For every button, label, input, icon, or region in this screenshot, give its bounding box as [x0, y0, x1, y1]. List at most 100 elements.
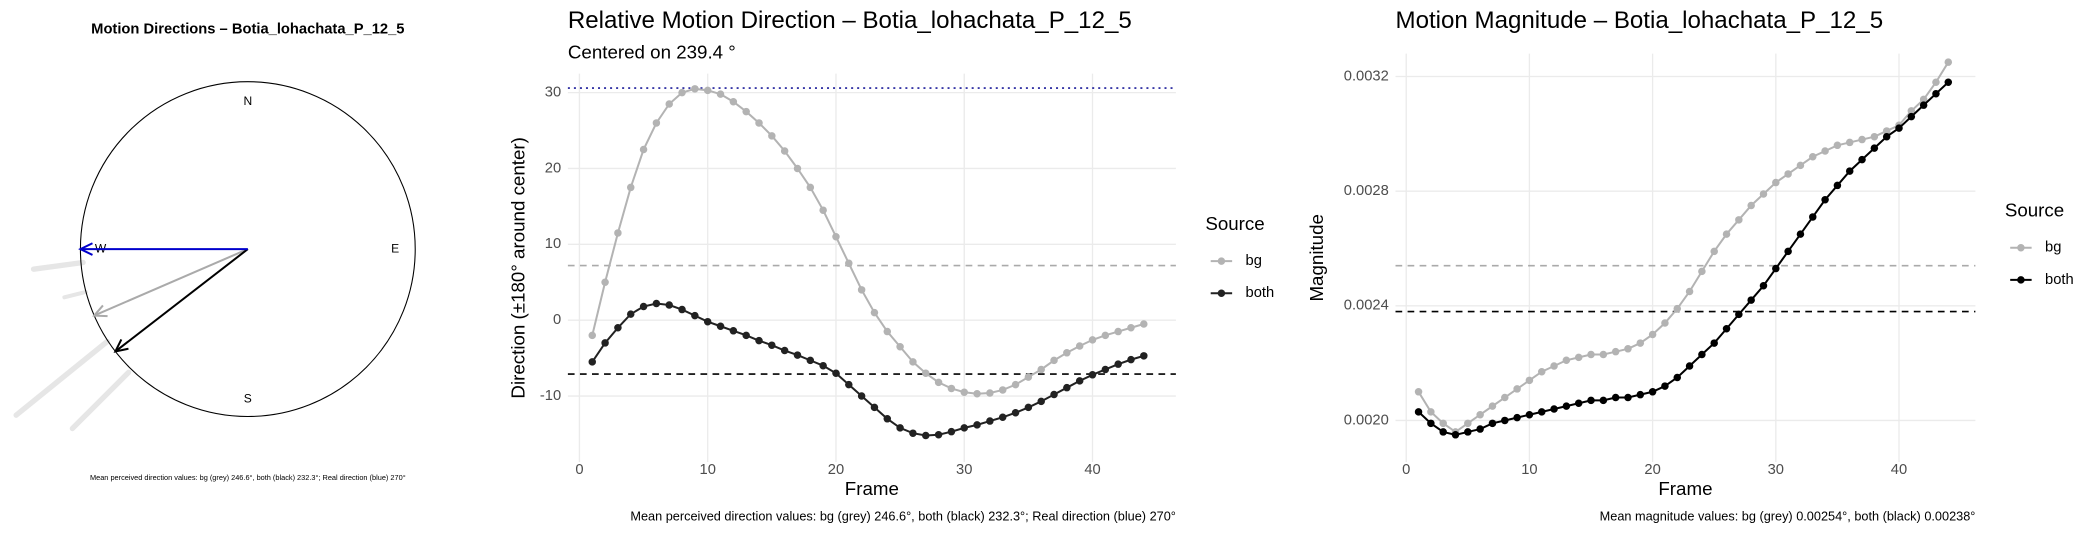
legend-swatch: [1217, 289, 1226, 298]
data-point: [1710, 247, 1718, 256]
data-point: [896, 424, 904, 432]
x-tick-label: 30: [956, 462, 972, 478]
streak: [69, 369, 132, 432]
data-point: [601, 339, 609, 347]
data-point: [1784, 170, 1792, 178]
data-point: [845, 259, 853, 268]
data-point: [639, 302, 648, 311]
data-point: [691, 85, 699, 93]
data-point: [1882, 132, 1891, 141]
data-point: [755, 119, 763, 127]
data-point: [819, 361, 827, 370]
data-point: [934, 378, 943, 387]
data-point: [1722, 230, 1731, 238]
data-point: [614, 324, 622, 332]
y-axis-label: Direction (±180° around center): [508, 137, 529, 398]
data-point: [665, 100, 673, 108]
data-point: [973, 421, 981, 429]
data-point: [1050, 356, 1058, 365]
direction-label: E: [391, 241, 399, 255]
arrow-shaft: [93, 248, 249, 317]
data-point: [1907, 107, 1916, 115]
data-point: [652, 299, 661, 308]
y-tick-label: 10: [545, 236, 561, 252]
data-point: [1759, 281, 1768, 290]
data-point: [1747, 201, 1755, 210]
data-point: [626, 310, 635, 318]
data-point: [1011, 380, 1020, 389]
data-point: [1648, 330, 1657, 339]
data-point: [1624, 393, 1632, 402]
x-tick-label: 10: [1521, 462, 1537, 478]
data-point: [1427, 408, 1435, 416]
x-tick-label: 0: [1402, 462, 1410, 478]
streaks: [13, 259, 132, 432]
data-point: [909, 358, 917, 366]
data-point: [1858, 155, 1866, 164]
legend-label: bg: [1246, 253, 1262, 269]
data-point: [1661, 382, 1669, 390]
data-point: [614, 229, 622, 237]
chart-title: Motion Magnitude – Botia_lohachata_P_12_…: [1396, 7, 1884, 34]
y-tick-label: 20: [545, 160, 561, 176]
data-point: [1661, 319, 1669, 327]
data-point: [947, 384, 956, 393]
streak: [13, 338, 110, 418]
data-point: [1796, 230, 1805, 238]
data-point: [1882, 127, 1891, 135]
data-point: [1636, 390, 1645, 399]
data-point: [1513, 385, 1521, 393]
data-point: [1550, 362, 1558, 370]
data-point: [832, 369, 840, 378]
arrow-head: [113, 339, 129, 353]
data-point: [1685, 362, 1694, 370]
data-point: [973, 390, 981, 398]
data-point: [1833, 141, 1842, 150]
data-point: [1784, 247, 1792, 256]
legend-swatch: [2017, 244, 2025, 252]
data-point: [1698, 267, 1706, 276]
data-point: [857, 392, 866, 400]
direction-label: S: [244, 391, 252, 405]
data-point: [742, 331, 750, 340]
direction-arrow: [92, 248, 249, 318]
data-point: [1895, 124, 1903, 132]
arrow-head: [92, 304, 108, 318]
data-point: [1439, 428, 1447, 436]
data-point: [665, 301, 673, 309]
data-point: [1140, 352, 1148, 360]
data-point: [1488, 419, 1497, 428]
data-point: [755, 336, 763, 345]
y-tick-label: 0.0032: [1344, 68, 1389, 84]
data-point: [1101, 331, 1110, 340]
data-point: [793, 351, 802, 359]
data-point: [1611, 347, 1620, 356]
data-point: [1587, 350, 1595, 359]
data-point: [1747, 296, 1755, 304]
data-point: [934, 430, 943, 439]
data-point: [870, 403, 879, 412]
data-point: [1698, 350, 1706, 359]
x-tick-label: 40: [1891, 462, 1907, 478]
streak: [30, 259, 86, 272]
data-point: [806, 183, 815, 192]
data-point: [780, 147, 789, 155]
data-point: [832, 232, 840, 241]
data-point: [716, 90, 725, 98]
legend-label: bg: [2045, 240, 2061, 256]
x-axis-label: Frame: [845, 478, 899, 499]
data-point: [819, 206, 827, 214]
chart-subtitle: Centered on 239.4 °: [568, 42, 736, 63]
data-point: [1574, 353, 1583, 362]
data-point: [845, 380, 853, 389]
data-point: [588, 358, 597, 366]
data-point: [1501, 416, 1509, 425]
data-point: [768, 132, 776, 140]
data-point: [1932, 89, 1940, 98]
series-line: [591, 87, 1145, 395]
legend-swatch: [2017, 276, 2025, 284]
direction-label: N: [243, 94, 252, 108]
y-tick-label: -10: [540, 388, 561, 404]
data-point: [652, 119, 661, 127]
